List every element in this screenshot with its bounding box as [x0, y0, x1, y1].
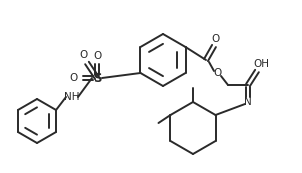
Text: O: O: [93, 51, 101, 61]
Text: O: O: [79, 50, 87, 60]
Text: OH: OH: [253, 59, 269, 69]
Text: NH: NH: [64, 92, 80, 102]
Text: O: O: [70, 73, 78, 83]
Text: S: S: [93, 71, 101, 84]
Text: O: O: [213, 68, 221, 78]
Text: N: N: [244, 97, 252, 107]
Text: O: O: [212, 34, 220, 44]
